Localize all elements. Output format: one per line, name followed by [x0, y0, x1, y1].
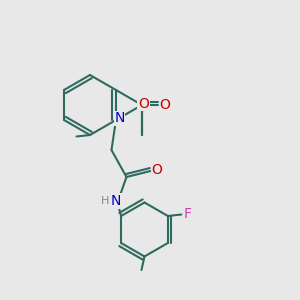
Text: O: O: [160, 98, 170, 112]
Text: H: H: [101, 196, 109, 206]
Text: F: F: [184, 208, 192, 221]
Text: N: N: [114, 112, 125, 125]
Text: O: O: [138, 97, 149, 110]
Text: O: O: [152, 163, 163, 176]
Text: N: N: [111, 194, 121, 208]
